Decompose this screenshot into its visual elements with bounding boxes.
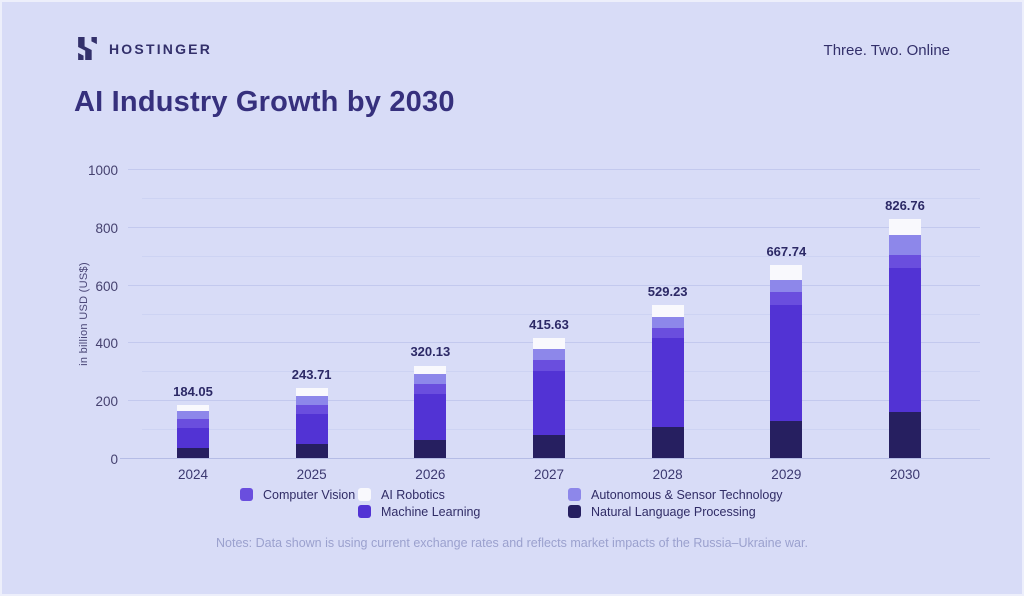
legend-label: Autonomous & Sensor Technology (591, 487, 783, 502)
bar-segment (889, 412, 921, 458)
bar-segment (770, 292, 803, 305)
bar-segment (177, 427, 209, 449)
bar-segment (651, 316, 684, 328)
bar-total-label: 667.74 (766, 244, 807, 260)
brand-tagline: Three. Two. Online (823, 42, 950, 59)
x-tick-label: 2024 (177, 467, 209, 482)
bar-segment (889, 219, 921, 236)
stacked-bar-2024 (177, 404, 209, 458)
y-tick-label: 1000 (87, 163, 118, 178)
legend-item-machine-learning: Machine Learning (358, 503, 480, 520)
bar-segment (533, 348, 565, 361)
bar-segment (889, 254, 921, 268)
x-tick-label: 2028 (652, 467, 683, 482)
legend-swatch-autonomous-sensor (568, 488, 581, 501)
bar-segment (177, 404, 209, 411)
legend-label: Natural Language Processing (591, 504, 756, 519)
legend-item-ai-robotics: AI Robotics (358, 486, 480, 503)
y-tick-label: 200 (95, 394, 118, 410)
legend-label: AI Robotics (381, 487, 445, 502)
bar-segment (177, 448, 209, 458)
gridline (142, 255, 980, 257)
bar-segment (295, 387, 328, 396)
bar-segment (770, 304, 803, 422)
bar-segment (177, 410, 209, 420)
legend-swatch-computer-vision (240, 488, 253, 501)
legend-label: Machine Learning (381, 504, 481, 519)
bar-segment (770, 421, 803, 458)
legend-item-natural-language-processing: Natural Language Processing (568, 503, 783, 520)
stacked-bar-2025 (295, 387, 328, 458)
y-tick-label: 0 (110, 452, 118, 467)
bar-total-label: 184.05 (173, 383, 213, 399)
bar-segment (651, 327, 684, 339)
gridline (142, 197, 980, 199)
legend-swatch-ai-robotics (358, 488, 371, 501)
bar-segment (770, 280, 803, 293)
x-tick-label: 2026 (415, 467, 446, 482)
stacked-bar-2028 (651, 305, 684, 458)
brand-wordmark: HOSTINGER (109, 40, 213, 57)
bar-total-label: 415.63 (529, 316, 569, 332)
legend-label: Computer Vision (263, 487, 356, 502)
hostinger-logo: HOSTINGER (75, 36, 212, 61)
x-axis-line (120, 458, 990, 459)
bar-segment (770, 265, 803, 281)
plot-area: 184.05 2024 243.71 2025 320.13 2026 415.63 2027… (120, 169, 990, 482)
y-tick-label: 600 (95, 278, 118, 294)
bar-segment (295, 395, 328, 405)
bar-segment (414, 373, 447, 385)
y-tick-label: 400 (95, 336, 118, 352)
gridline (128, 226, 980, 228)
gridline (142, 313, 980, 315)
bar-segment (651, 427, 684, 458)
stacked-bar-2029 (770, 265, 803, 458)
chart-legend: Computer Vision AI Robotics Machine Lear… (0, 486, 1024, 520)
stacked-bar-2030 (889, 219, 921, 458)
x-tick-label: 2029 (771, 467, 802, 482)
footnote: Notes: Data shown is using current excha… (216, 536, 808, 550)
legend-swatch-natural-language-processing (568, 505, 581, 518)
bar-segment (295, 404, 328, 415)
gridline (128, 284, 980, 286)
bar-segment (295, 443, 328, 458)
y-tick-label: 800 (95, 220, 118, 236)
bar-segment (414, 440, 447, 458)
page-title: AI Industry Growth by 2030 (74, 86, 455, 118)
stacked-bar-2027 (533, 337, 565, 458)
bar-segment (533, 370, 565, 436)
bar-segment (533, 435, 565, 458)
bar-total-label: 243.71 (291, 366, 332, 382)
bar-segment (889, 235, 921, 255)
legend-column-1: Computer Vision (240, 486, 355, 503)
bar-segment (651, 338, 684, 428)
bar-segment (651, 305, 684, 317)
bar-segment (533, 337, 565, 349)
legend-item-computer-vision: Computer Vision (240, 486, 355, 503)
bar-segment (295, 414, 328, 444)
bar-total-label: 529.23 (647, 284, 688, 300)
bar-segment (414, 384, 447, 394)
bar-segment (533, 360, 565, 371)
legend-column-2: AI Robotics Machine Learning (358, 486, 480, 520)
x-tick-label: 2030 (889, 467, 921, 482)
bar-total-label: 320.13 (410, 344, 451, 360)
legend-item-autonomous-sensor: Autonomous & Sensor Technology (568, 486, 783, 503)
gridline (128, 169, 980, 170)
legend-column-3: Autonomous & Sensor Technology Natural L… (568, 486, 783, 520)
legend-swatch-machine-learning (358, 505, 371, 518)
bar-segment (414, 393, 447, 441)
x-tick-label: 2027 (533, 467, 565, 482)
bar-segment (414, 365, 447, 374)
bar-segment (177, 419, 209, 428)
y-axis-ticks: 0 200 400 600 800 1000 (66, 163, 118, 467)
bar-total-label: 826.76 (885, 198, 925, 214)
x-tick-label: 2025 (296, 467, 327, 482)
hostinger-h-icon (75, 36, 100, 61)
stacked-bar-2026 (414, 365, 447, 458)
bar-segment (889, 267, 921, 413)
